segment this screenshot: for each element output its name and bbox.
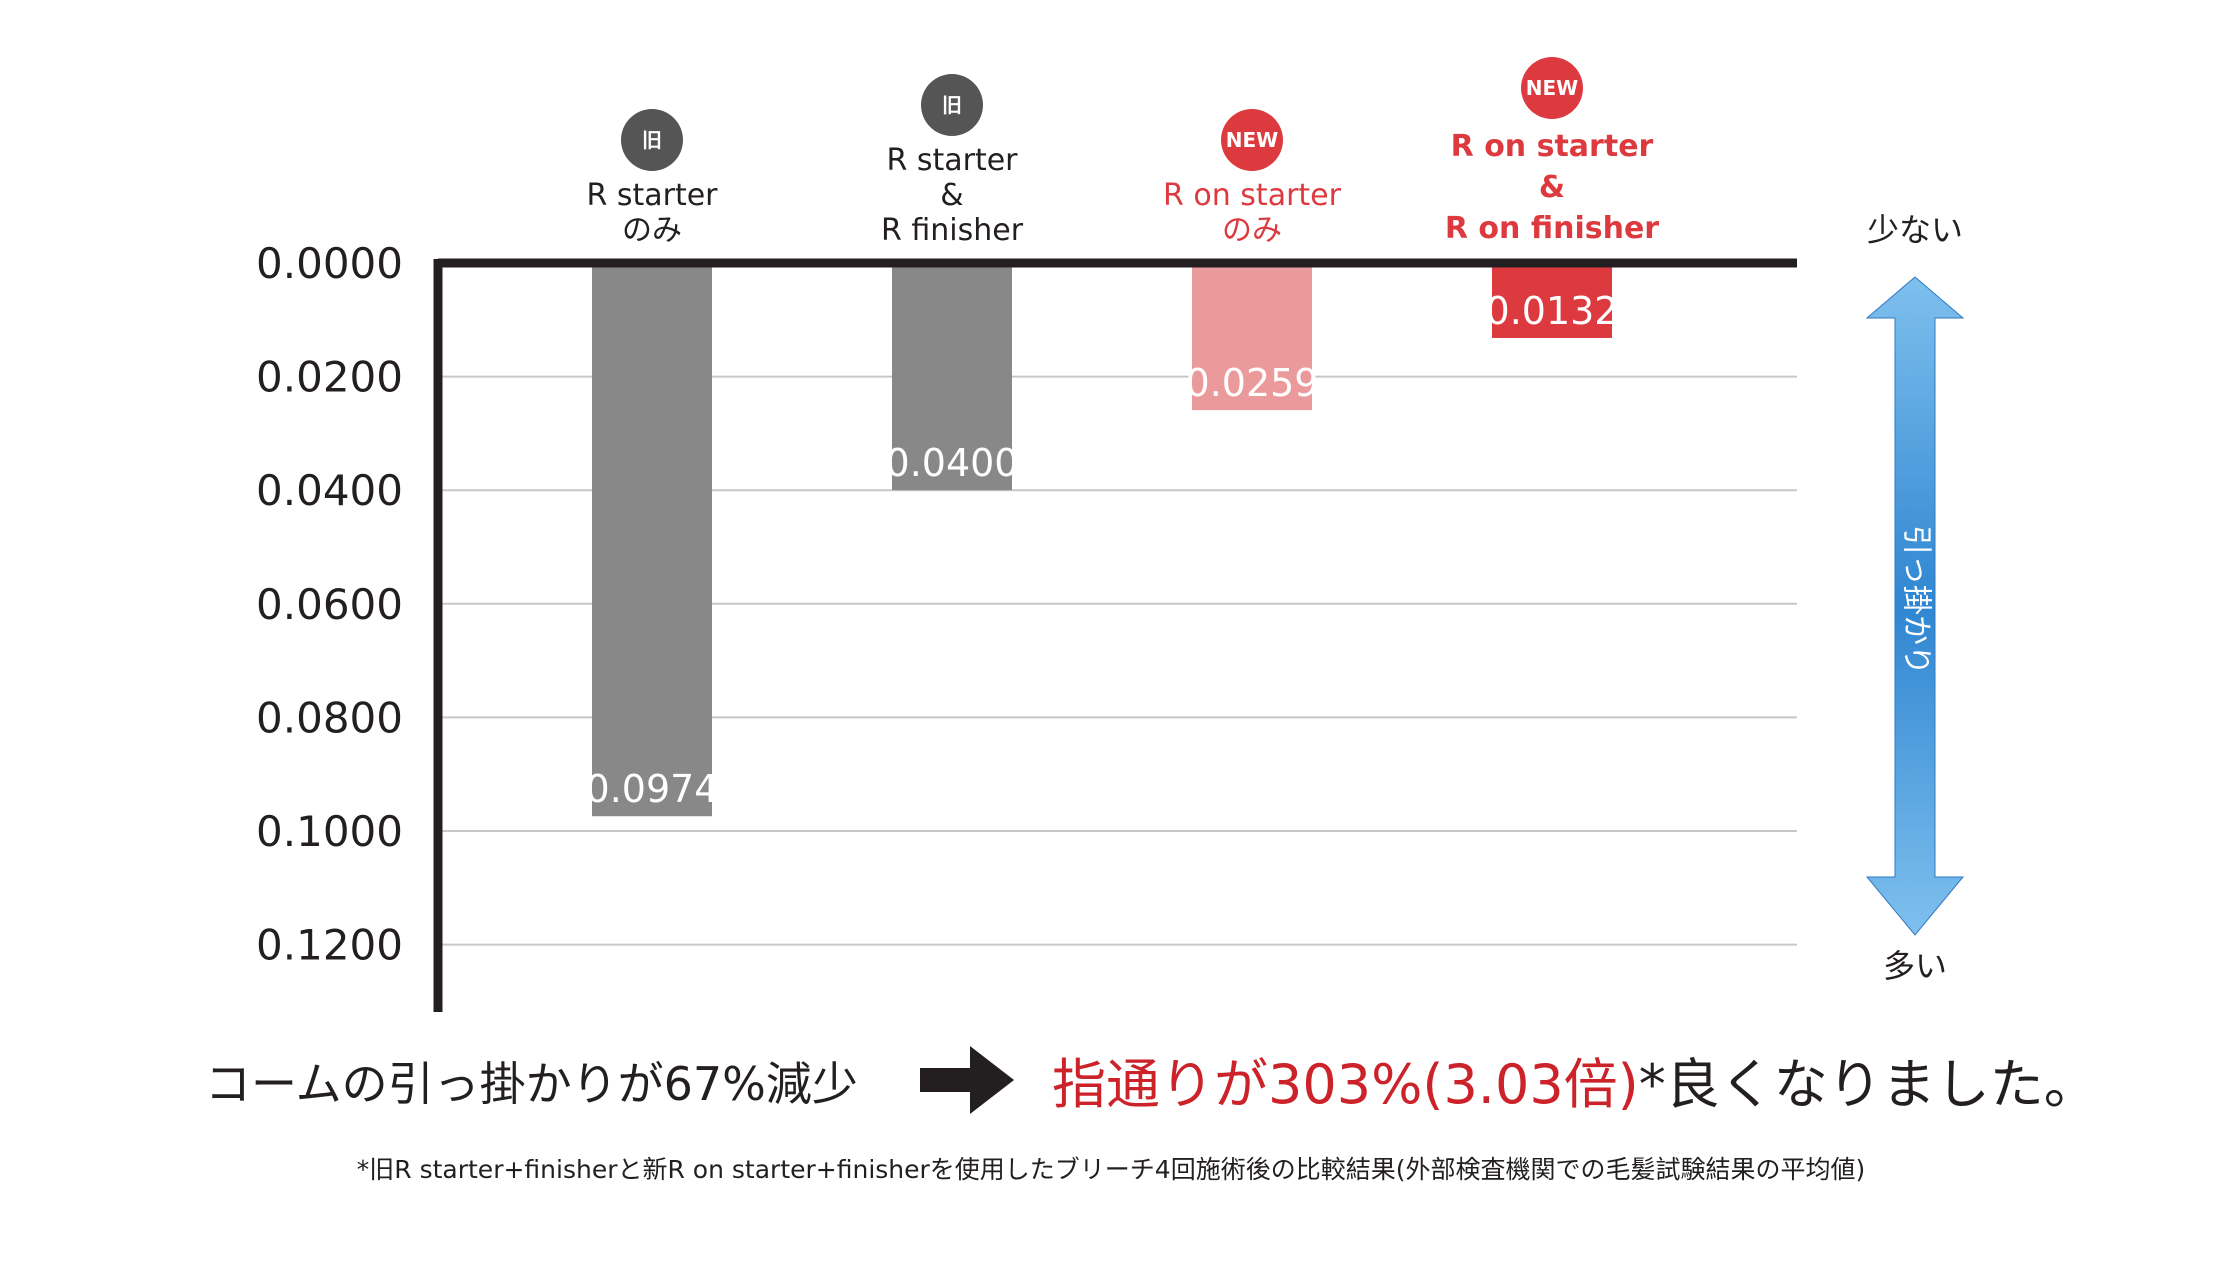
bar bbox=[1492, 263, 1612, 338]
category-label-line: & bbox=[1539, 170, 1565, 205]
y-tick-label: 0.1200 bbox=[256, 921, 403, 970]
category-label-line: R starter bbox=[886, 143, 1018, 178]
category-label-line: R starter bbox=[586, 178, 718, 213]
y-tick-label: 0.0600 bbox=[256, 580, 403, 629]
category-label-line: & bbox=[940, 178, 963, 213]
category-label-line: のみ bbox=[1222, 213, 1282, 248]
summary-row: コームの引っ掛かりが67%減少 指通りが303%(3.03倍)*良くなりました。 bbox=[0, 1040, 2222, 1140]
y-tick-label: 0.0800 bbox=[256, 693, 403, 742]
bar bbox=[592, 263, 712, 817]
y-tick-label: 0.0000 bbox=[256, 239, 403, 288]
right-arrow-icon bbox=[920, 1046, 1014, 1114]
badge-text: 旧 bbox=[942, 93, 962, 117]
y-tick-label: 0.1000 bbox=[256, 807, 403, 856]
badge-text: NEW bbox=[1226, 128, 1278, 152]
old-badge bbox=[621, 109, 683, 171]
summary-result-black: *良くなりました。 bbox=[1638, 1053, 2098, 1116]
bar bbox=[1192, 263, 1312, 411]
category-label-line: のみ bbox=[622, 213, 682, 248]
axes bbox=[433, 258, 1797, 1012]
y-tick-label: 0.0200 bbox=[256, 353, 403, 402]
category-label-line: R on starter bbox=[1163, 178, 1342, 213]
y-tick-labels: 0.0000 0.0200 0.0400 0.0600 0.0800 0.1000 0.12… bbox=[256, 239, 403, 970]
bar-value-label: 0.0259 bbox=[1186, 361, 1319, 405]
scale-bottom-label: 多い bbox=[1883, 947, 1947, 985]
bar-value-label: 0.0400 bbox=[886, 441, 1019, 485]
summary-right-text: 指通りが303%(3.03倍)*良くなりました。 bbox=[1052, 1040, 2098, 1119]
bar-value-label: 0.0132 bbox=[1486, 289, 1619, 333]
category-label-line: R on finisher bbox=[1445, 211, 1659, 246]
double-arrow-icon bbox=[1865, 276, 1965, 936]
summary-left-text: コームの引っ掛かりが67%減少 bbox=[205, 1057, 858, 1111]
footnote: *旧R starter+finisherと新R on starter+finis… bbox=[356, 1155, 1866, 1184]
category-label-line: R finisher bbox=[881, 213, 1024, 248]
new-badge bbox=[1521, 57, 1583, 119]
bar-value-label: 0.0974 bbox=[586, 767, 719, 811]
summary-result-red: 指通りが303%(3.03倍) bbox=[1052, 1053, 1639, 1116]
scale-axis-text: 引っ掛かり bbox=[1899, 525, 1934, 675]
category-label-line: R on starter bbox=[1451, 129, 1654, 164]
badge-text: 旧 bbox=[642, 128, 662, 152]
scale-top-label: 少ない bbox=[1867, 211, 1963, 249]
bars: 0.0974 0.0400 0.0259 0.0132 bbox=[586, 263, 1619, 817]
y-tick-label: 0.0400 bbox=[256, 466, 403, 515]
old-badge bbox=[921, 74, 983, 136]
new-badge bbox=[1221, 109, 1283, 171]
bar bbox=[892, 263, 1012, 491]
scale-indicator: 少ない 引っ掛かり 多い bbox=[1865, 211, 1965, 985]
badge-text: NEW bbox=[1526, 76, 1578, 100]
